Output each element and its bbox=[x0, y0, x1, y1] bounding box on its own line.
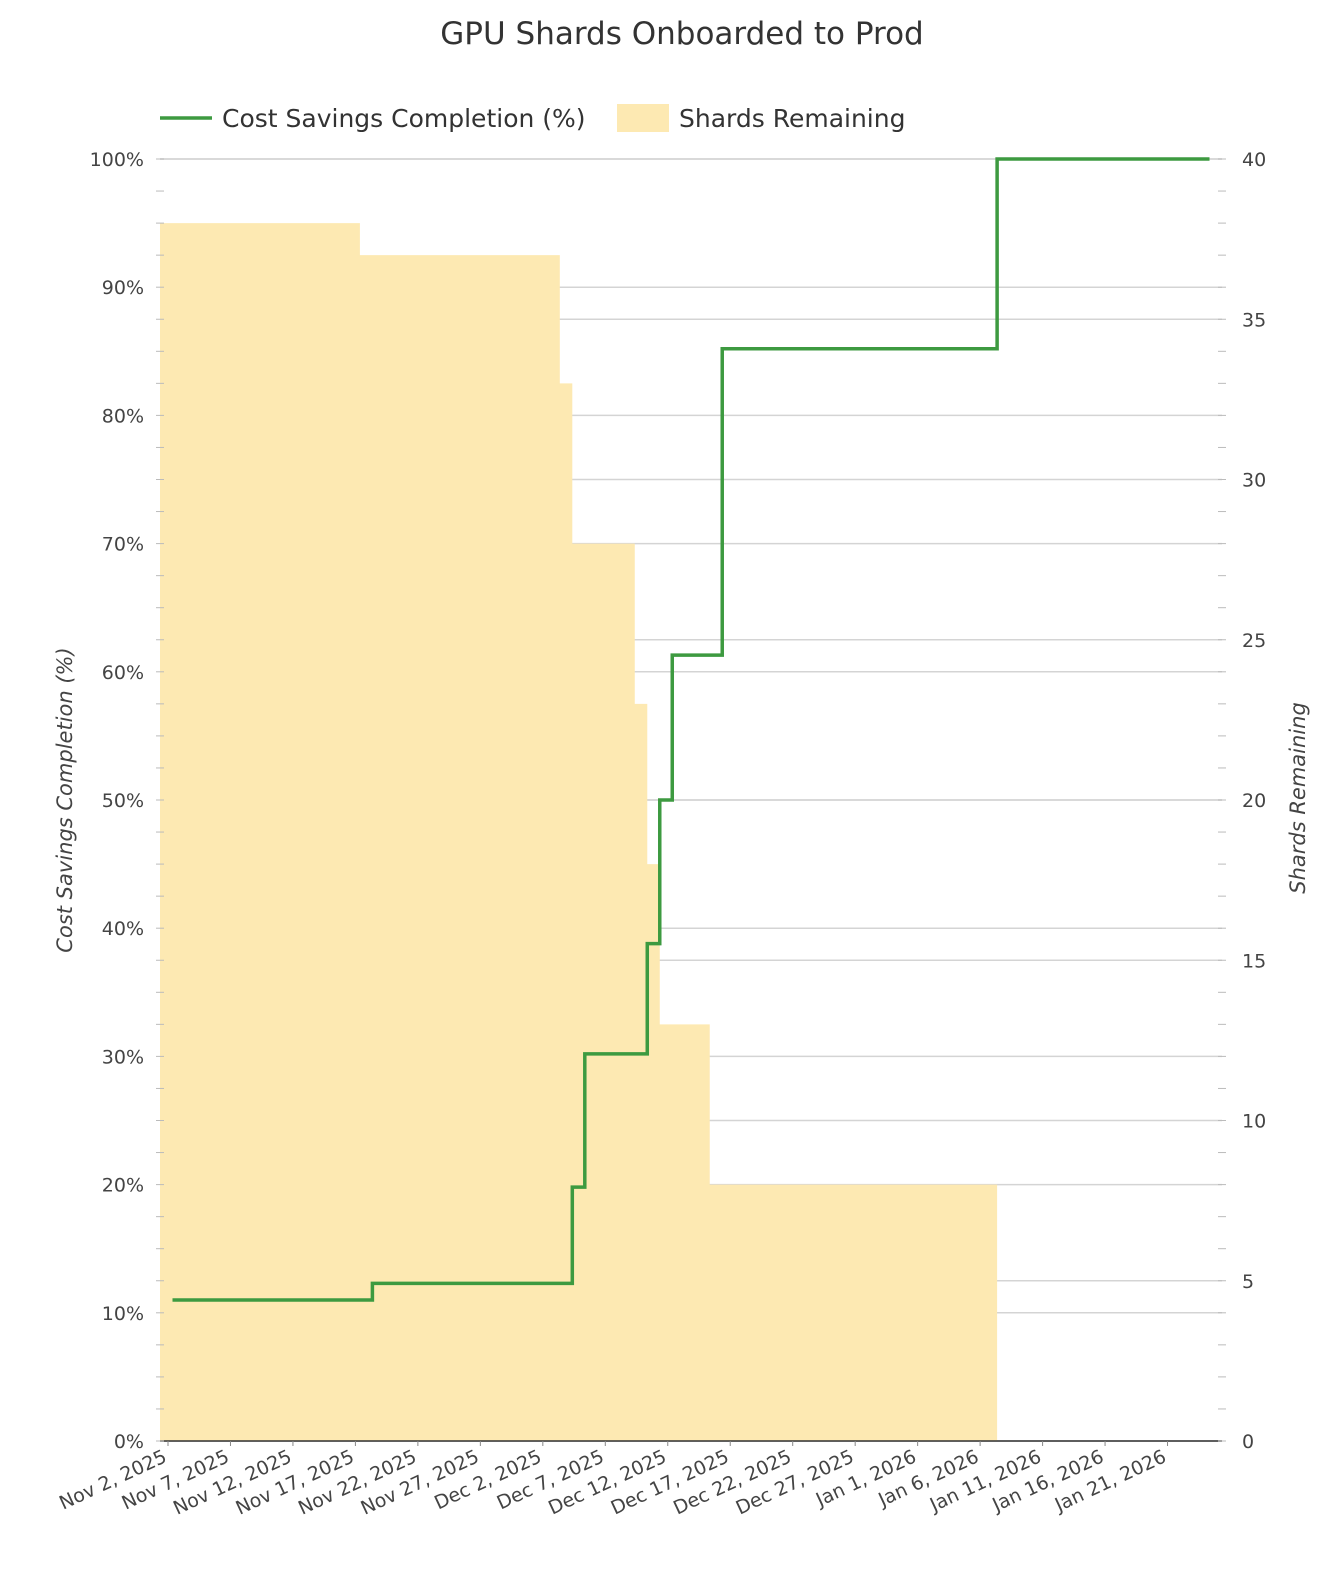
left-tick-label: 80% bbox=[102, 405, 144, 427]
left-tick-label: 50% bbox=[102, 790, 144, 812]
legend-label-shards-remaining: Shards Remaining bbox=[679, 104, 905, 133]
shards-remaining-area bbox=[160, 223, 998, 1442]
legend-swatch-shards-remaining bbox=[617, 104, 669, 132]
left-tick-label: 40% bbox=[102, 918, 144, 940]
left-tick-label: 60% bbox=[102, 662, 144, 684]
left-tick-label: 10% bbox=[102, 1303, 144, 1325]
left-tick-label: 30% bbox=[102, 1046, 144, 1068]
left-axis-ticks: 0% 10% 20% 30% 40% 50% 60% 70% 80% 90% 100% bbox=[90, 149, 164, 1453]
right-tick-label: 10 bbox=[1242, 1111, 1266, 1133]
left-axis-title: Cost Savings Completion (%) bbox=[53, 647, 77, 952]
cost-savings-step-line bbox=[172, 157, 1210, 1302]
legend: Cost Savings Completion (%) Shards Remai… bbox=[160, 104, 905, 133]
right-tick-label: 15 bbox=[1242, 950, 1266, 972]
left-tick-label: 100% bbox=[90, 149, 144, 171]
legend-label-cost-savings: Cost Savings Completion (%) bbox=[222, 104, 586, 133]
right-axis-title: Shards Remaining bbox=[1286, 702, 1310, 894]
right-axis-ticks: 0 5 10 15 20 25 30 35 40 bbox=[1218, 149, 1266, 1453]
left-tick-label: 90% bbox=[102, 277, 144, 299]
right-tick-label: 5 bbox=[1242, 1271, 1254, 1293]
left-tick-label: 70% bbox=[102, 534, 144, 556]
right-tick-label: 40 bbox=[1242, 149, 1266, 171]
right-tick-label: 30 bbox=[1242, 470, 1266, 492]
cost-savings-line bbox=[172, 157, 1210, 1302]
right-tick-label: 25 bbox=[1242, 630, 1266, 652]
right-tick-label: 0 bbox=[1242, 1431, 1254, 1453]
chart-title: GPU Shards Onboarded to Prod bbox=[440, 16, 923, 52]
left-tick-label: 20% bbox=[102, 1175, 144, 1197]
right-tick-label: 35 bbox=[1242, 309, 1266, 331]
right-tick-label: 20 bbox=[1242, 790, 1266, 812]
shards-remaining-step-area bbox=[160, 223, 998, 1442]
left-tick-label: 0% bbox=[114, 1431, 144, 1453]
